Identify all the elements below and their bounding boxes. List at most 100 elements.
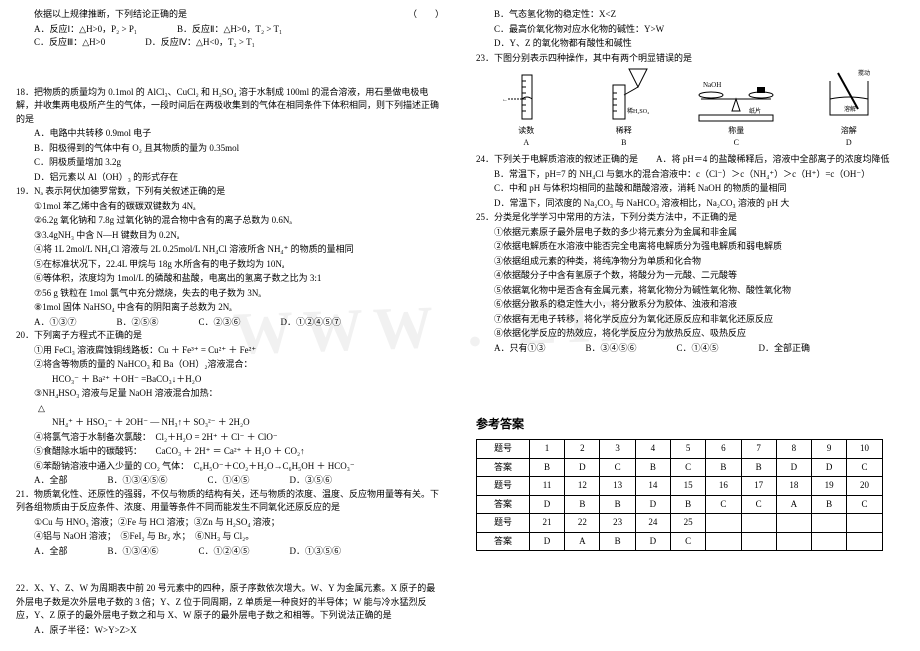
- q25-opt-a: A．只有①③: [494, 342, 546, 356]
- answer-cell: D: [529, 495, 564, 514]
- answer-cell: C: [706, 495, 741, 514]
- answer-cell: 19: [812, 477, 847, 496]
- answer-cell: B: [565, 495, 600, 514]
- answer-cell: 22: [565, 514, 600, 533]
- answer-cell: A: [565, 532, 600, 551]
- answer-cell: [706, 532, 741, 551]
- q21-opt-b: B．①③④⑥: [108, 545, 159, 559]
- q22-stem: 22．X、Y、Z、W 为周期表中前 20 号元素中的四种，原子序数依次增大。W、…: [16, 582, 444, 623]
- table-row: 题号11121314151617181920: [477, 477, 883, 496]
- answer-cell: 6: [706, 440, 741, 459]
- q18-d: D．铝元素以 Al（OH）₃ 的形式存在: [16, 171, 444, 185]
- answer-cell: [812, 532, 847, 551]
- q19-opt-c: C．②③⑥: [199, 316, 241, 330]
- answer-cell: C: [600, 458, 635, 477]
- q20-4: ④将氯气溶于水制备次氯酸： Cl₂＋H₂O = 2H⁺ ＋ Cl⁻ ＋ ClO⁻: [16, 431, 444, 445]
- q25-stem: 25．分类是化学学习中常用的方法，下列分类方法中，不正确的是: [476, 211, 904, 225]
- answer-cell: D: [565, 458, 600, 477]
- q20-opt-a: A．全部: [34, 474, 68, 488]
- q20-2: ②将含等物质的量的 NaHCO₃ 和 Ba（OH）₂溶液混合：: [16, 358, 444, 372]
- answer-cell: 8: [776, 440, 811, 459]
- answer-cell: D: [812, 458, 847, 477]
- answer-cell: 17: [741, 477, 776, 496]
- q25-opt-d: D．全部正确: [759, 342, 811, 356]
- answer-cell: B: [529, 458, 564, 477]
- diagram-b-caption: 稀释: [616, 125, 632, 137]
- q19-2: ②6.2g 氧化钠和 7.8g 过氧化钠的混合物中含有的离子总数为 0.6Nₐ: [16, 214, 444, 228]
- pre18-opt-c: C．反应Ⅲ：△H>0: [34, 36, 105, 50]
- balance-icon: NaOH 纸片: [691, 65, 781, 125]
- q25-opt-c: C．①④⑤: [677, 342, 719, 356]
- answer-cell: 24: [635, 514, 670, 533]
- q24-d: D．常温下，同浓度的 Na₂CO₃ 与 NaHCO₃ 溶液相比，Na₂CO₃ 溶…: [476, 197, 904, 211]
- answer-cell: B: [600, 532, 635, 551]
- answer-cell: [776, 532, 811, 551]
- q25-8: ⑧依据化学反应的热效应，将化学反应分为放热反应、吸热反应: [476, 327, 904, 341]
- q20-opt-c: C．①④⑤: [208, 474, 250, 488]
- pre18-opt-a: A．反应Ⅰ：△H>0，P₂ > P₁: [34, 23, 137, 37]
- q20-5: ⑤食醋除水垢中的碳酸钙： CaCO₃ ＋ 2H⁺ ＝ Ca²⁺ ＋ H₂O ＋ …: [16, 445, 444, 459]
- table-row: 答案BDCBCBBDDC: [477, 458, 883, 477]
- answer-cell: C: [670, 532, 705, 551]
- svg-text:NaOH: NaOH: [703, 81, 721, 89]
- answer-cell: 5: [670, 440, 705, 459]
- answer-cell: 16: [706, 477, 741, 496]
- diagram-c-label: C: [734, 137, 739, 149]
- answer-cell: [741, 514, 776, 533]
- diagram-b: 稀H₂SO₄ 稀释 B: [589, 65, 659, 149]
- q19-5: ⑤在标准状况下，22.4L 甲烷与 18g 水所含有的电子数均为 10Nₐ: [16, 258, 444, 272]
- answer-cell: [776, 514, 811, 533]
- answer-cell: 10: [847, 440, 882, 459]
- q20-2b: HCO₃⁻ ＋ Ba²⁺ ＋OH⁻ =BaCO₃↓＋H₂O: [16, 373, 444, 387]
- svg-text:稀H₂SO₄: 稀H₂SO₄: [627, 107, 649, 115]
- q19-1: ①1mol 苯乙烯中含有的碳碳双键数为 4Nₐ: [16, 200, 444, 214]
- row-header-cell: 答案: [477, 532, 530, 551]
- right-column: B．气态氢化物的稳定性：X<Z C．最高价氧化物对应水化物的碱性：Y>W D．Y…: [460, 0, 920, 651]
- answer-cell: 7: [741, 440, 776, 459]
- q18-a: A．电路中共转移 0.9mol 电子: [16, 127, 444, 141]
- q20-6: ⑥苯酚钠溶液中通入少量的 CO₂ 气体： C₆H₅O⁻＋CO₂＋H₂O→C₆H₅…: [16, 460, 444, 474]
- q25-5: ⑤依据氧化物中是否含有金属元素，将氧化物分为碱性氧化物、酸性氧化物: [476, 284, 904, 298]
- diagram-b-label: B: [621, 137, 626, 149]
- cylinder-icon: ←: [496, 65, 556, 125]
- row-header-cell: 题号: [477, 440, 530, 459]
- pre18-paren: （ ）: [408, 8, 444, 22]
- q19-opt-a: A．①③⑦: [34, 316, 77, 330]
- answer-cell: D: [635, 532, 670, 551]
- q18-c: C．阴极质量增加 3.2g: [16, 156, 444, 170]
- diagram-c-caption: 称量: [728, 125, 744, 137]
- q21-1: ①Cu 与 HNO₃ 溶液；②Fe 与 HCl 溶液；③Zn 与 H₂SO₄ 溶…: [16, 516, 444, 530]
- q18-b: B．阳极得到的气体中有 O₂ 且其物质的量为 0.35mol: [16, 142, 444, 156]
- q19-7: ⑦56 g 铁粒在 1mol 氯气中充分燃烧，失去的电子数为 3Nₐ: [16, 287, 444, 301]
- answer-cell: 13: [600, 477, 635, 496]
- answer-cell: B: [812, 495, 847, 514]
- answer-cell: A: [776, 495, 811, 514]
- answer-cell: B: [706, 458, 741, 477]
- answer-cell: 20: [847, 477, 882, 496]
- row-header-cell: 题号: [477, 514, 530, 533]
- answer-cell: 14: [635, 477, 670, 496]
- q20-3: ③NH₄HSO₃ 溶液与足量 NaOH 溶液混合加热：: [16, 387, 444, 401]
- answer-cell: [847, 532, 882, 551]
- q23-diagrams: ← 读数 A 稀H₂SO₄ 稀释 B: [476, 69, 904, 149]
- q21-2: ④铝与 NaOH 溶液； ⑤FeI₂ 与 Br₂ 水； ⑥NH₃ 与 Cl₂。: [16, 530, 444, 544]
- page: 依据以上规律推断，下列结论正确的是 （ ） A．反应Ⅰ：△H>0，P₂ > P₁…: [0, 0, 920, 651]
- row-header-cell: 题号: [477, 477, 530, 496]
- answer-cell: 4: [635, 440, 670, 459]
- answer-cell: 12: [565, 477, 600, 496]
- q21-stem: 21．物质氧化性、还原性的强弱，不仅与物质的结构有关，还与物质的浓度、温度、反应…: [16, 488, 444, 515]
- answer-cell: [706, 514, 741, 533]
- diagram-d-label: D: [846, 137, 852, 149]
- q22-c: C．最高价氧化物对应水化物的碱性：Y>W: [476, 23, 904, 37]
- answer-cell: D: [635, 495, 670, 514]
- answer-cell: B: [741, 458, 776, 477]
- q19-4: ④将 1L 2mol/L NH₄Cl 溶液与 2L 0.25mol/L NH₄C…: [16, 243, 444, 257]
- row-header-cell: 答案: [477, 458, 530, 477]
- answer-cell: 18: [776, 477, 811, 496]
- table-row: 题号12345678910: [477, 440, 883, 459]
- answer-cell: [741, 532, 776, 551]
- answer-cell: 2: [565, 440, 600, 459]
- diagram-a-label: A: [523, 137, 529, 149]
- answer-cell: 3: [600, 440, 635, 459]
- diagram-d-caption: 溶解: [841, 125, 857, 137]
